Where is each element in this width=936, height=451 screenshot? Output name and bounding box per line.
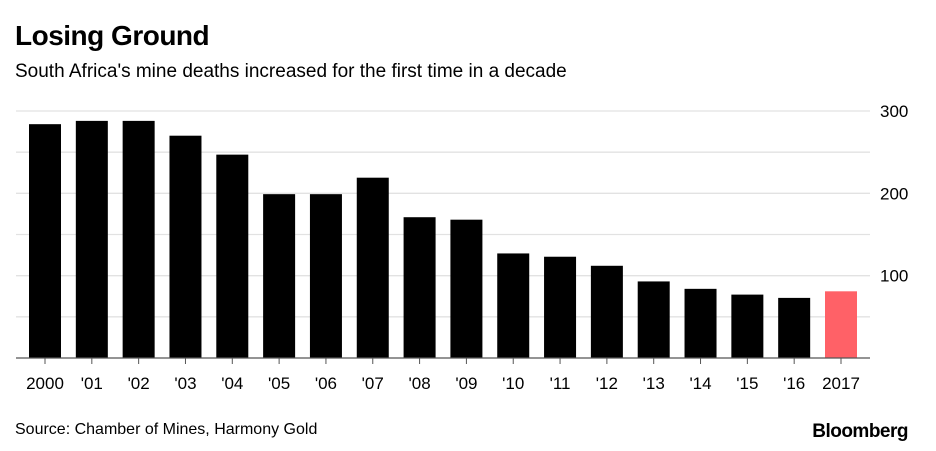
x-tick-label: '15 [736, 374, 758, 393]
chart-subtitle: South Africa's mine deaths increased for… [15, 61, 567, 82]
bar-08 [403, 217, 436, 358]
bar-04 [216, 154, 249, 358]
x-tick-label: '07 [362, 374, 384, 393]
bloomberg-logo: Bloomberg [812, 421, 908, 442]
bar-05 [263, 194, 296, 358]
bar-02 [122, 120, 155, 358]
bar-2000 [29, 124, 61, 358]
bar-12 [590, 265, 623, 358]
x-tick-label: '13 [643, 374, 665, 393]
x-tick-label: '16 [783, 374, 805, 393]
x-tick-label: '01 [81, 374, 103, 393]
bar-11 [544, 256, 577, 358]
x-tick-label: '05 [268, 374, 290, 393]
y-tick-label: 100 [880, 267, 908, 286]
bar-10 [497, 253, 530, 358]
x-tick-label: '04 [221, 374, 243, 393]
source-note: Source: Chamber of Mines, Harmony Gold [15, 421, 318, 438]
bar-16 [778, 297, 811, 358]
bar-07 [356, 177, 389, 358]
bar-15 [731, 294, 764, 358]
x-tick-label: '08 [409, 374, 431, 393]
x-tick-label: '10 [502, 374, 524, 393]
bar-06 [309, 194, 342, 358]
x-tick-label: '06 [315, 374, 337, 393]
x-tick-label: '14 [689, 374, 711, 393]
bar-09 [450, 219, 483, 358]
chart-title: Losing Ground [15, 20, 210, 51]
x-tick-label: '09 [455, 374, 477, 393]
y-tick-label: 200 [880, 184, 908, 203]
x-tick-label: '11 [550, 374, 571, 393]
bar-13 [637, 281, 670, 358]
x-tick-label: '02 [128, 374, 150, 393]
x-tick-label: 2000 [26, 374, 64, 393]
bar-14 [684, 288, 717, 358]
x-tick-label: 2017 [822, 374, 860, 393]
x-tick-label: '12 [596, 374, 618, 393]
y-tick-label: 300 [880, 102, 908, 121]
x-tick-label: '03 [174, 374, 196, 393]
bar-2017 [825, 291, 857, 358]
bar-03 [169, 135, 202, 358]
bar-01 [75, 120, 108, 358]
